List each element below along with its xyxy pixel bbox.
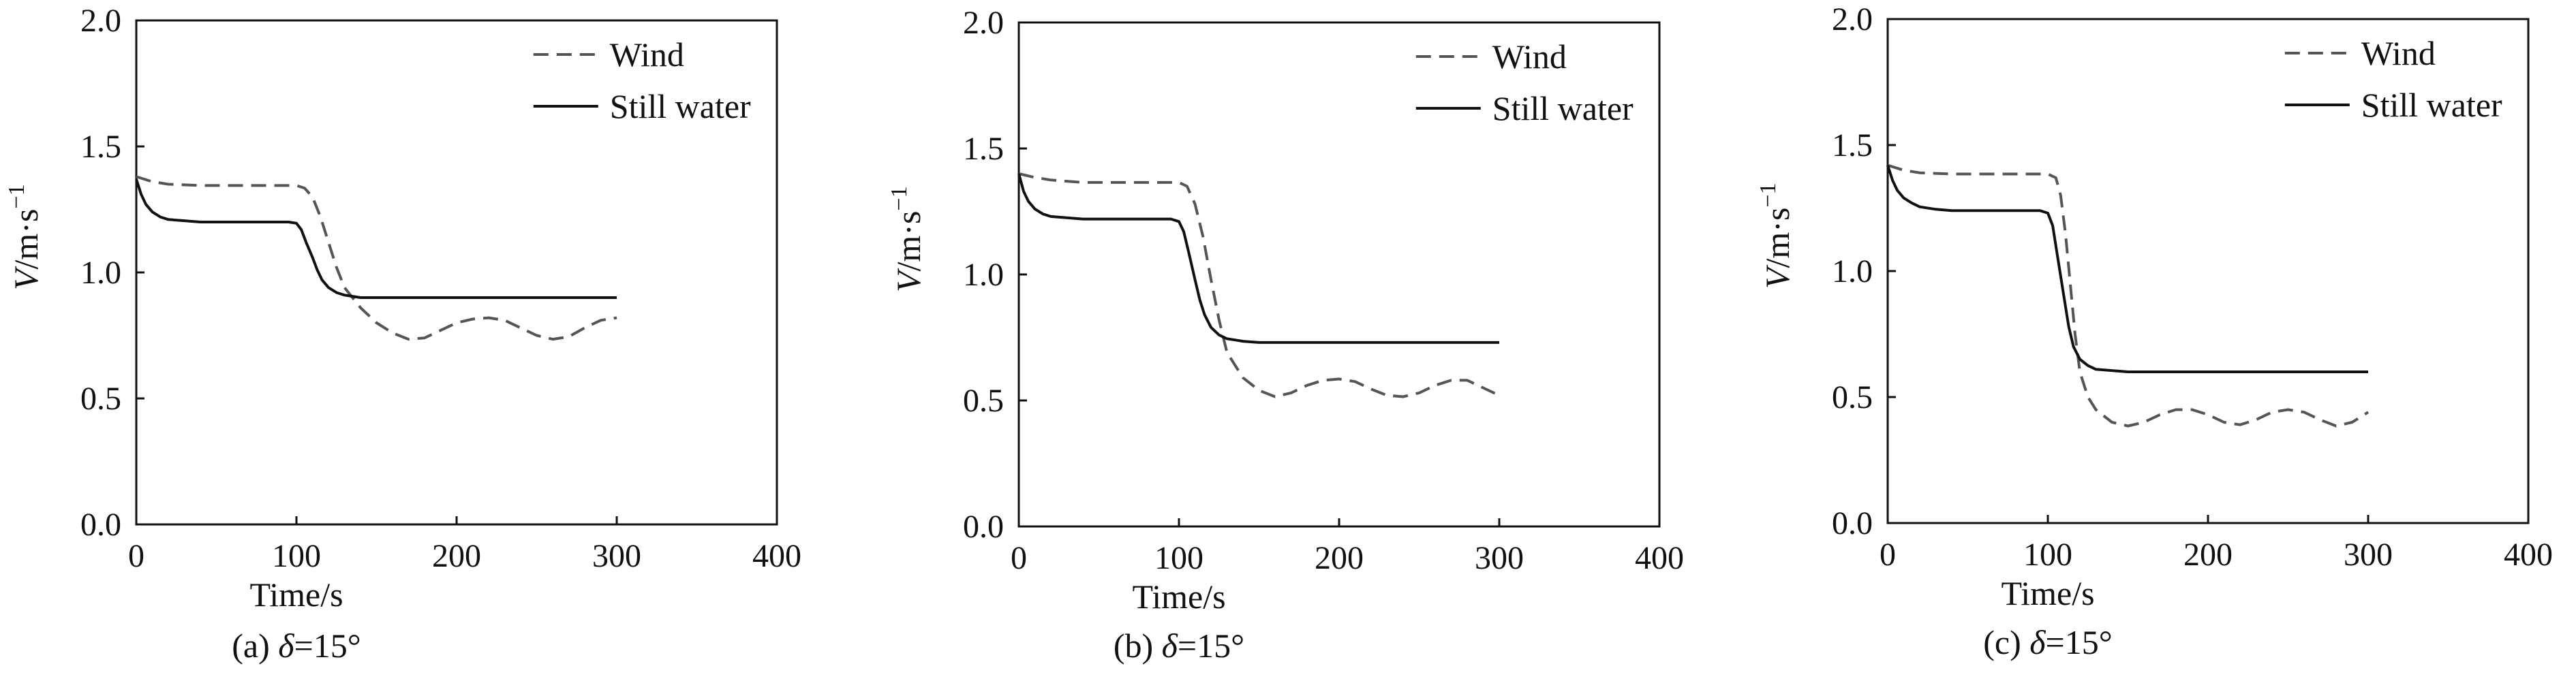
y-tick-label: 2.0 bbox=[1832, 1, 1873, 37]
x-tick-label: 300 bbox=[1475, 540, 1524, 576]
y-axis-label: V/m·s−1 bbox=[887, 186, 927, 292]
legend-label: Wind bbox=[2361, 34, 2436, 72]
legend-label: Still water bbox=[2361, 86, 2502, 124]
x-tick-label: 200 bbox=[2183, 537, 2233, 573]
x-tick-label: 300 bbox=[592, 538, 641, 574]
series-line-wind bbox=[1887, 163, 2370, 428]
chart-panel-b: 0 100 200 300 400 0.0 0.5 1.0 1.5 2.0 Time/s V/m·s−… bbox=[887, 5, 1684, 665]
panel-caption: (c) δ=15° bbox=[1983, 623, 2112, 661]
y-tick-label: 2.0 bbox=[80, 3, 121, 39]
y-axis-units: /m·s bbox=[889, 211, 927, 272]
y-tick-label: 2.0 bbox=[963, 5, 1004, 41]
x-axis-label: Time/s bbox=[2001, 574, 2094, 612]
x-tick-label: 100 bbox=[1154, 540, 1203, 576]
y-tick-label: 1.0 bbox=[80, 255, 121, 291]
legend-label: Still water bbox=[610, 87, 751, 125]
x-tick-label: 400 bbox=[752, 538, 801, 574]
caption-symbol: δ bbox=[2029, 623, 2046, 661]
y-tick-label: 1.5 bbox=[1832, 127, 1873, 163]
series-line-still-water bbox=[135, 178, 617, 299]
y-axis-symbol: V bbox=[7, 266, 45, 290]
x-tick-label: 100 bbox=[2023, 537, 2072, 573]
y-tick-label: 0.0 bbox=[80, 507, 121, 543]
caption-suffix: =15° bbox=[1178, 627, 1244, 665]
x-tick-label: 300 bbox=[2344, 537, 2393, 573]
y-axis-exponent: −1 bbox=[887, 186, 912, 210]
series-line-wind bbox=[136, 175, 617, 341]
x-tick-label: 400 bbox=[2504, 537, 2553, 573]
y-axis-label: V/m·s−1 bbox=[1755, 183, 1796, 289]
x-tick-label: 400 bbox=[1635, 540, 1684, 576]
legend-label: Wind bbox=[610, 35, 684, 74]
caption-symbol: δ bbox=[1162, 627, 1178, 665]
y-tick-label: 0.5 bbox=[1832, 379, 1873, 415]
series-line-still-water bbox=[1017, 173, 1499, 344]
caption-symbol: δ bbox=[278, 627, 294, 665]
y-tick-label: 0.5 bbox=[80, 381, 121, 417]
y-axis-symbol: V bbox=[1758, 264, 1796, 289]
y-axis-exponent: −1 bbox=[4, 184, 29, 208]
y-tick-label: 1.5 bbox=[963, 131, 1004, 167]
x-tick-label: 0 bbox=[128, 538, 144, 574]
caption-prefix: (c) bbox=[1983, 623, 2029, 661]
y-axis-units: /m·s bbox=[7, 209, 45, 270]
y-axis-label: V/m·s−1 bbox=[4, 184, 45, 290]
x-tick-label: 200 bbox=[432, 538, 481, 574]
legend-label: Still water bbox=[1492, 89, 1634, 127]
y-tick-label: 1.5 bbox=[80, 129, 121, 165]
caption-prefix: (b) bbox=[1114, 627, 1162, 665]
y-tick-label: 0.0 bbox=[963, 509, 1004, 545]
y-axis-exponent: −1 bbox=[1755, 183, 1781, 207]
x-axis-label: Time/s bbox=[249, 575, 343, 614]
y-tick-label: 0.5 bbox=[963, 383, 1004, 419]
x-tick-label: 100 bbox=[272, 538, 321, 574]
y-tick-label: 0.0 bbox=[1832, 505, 1873, 541]
y-axis-units: /m·s bbox=[1758, 208, 1796, 268]
x-tick-label: 0 bbox=[1011, 540, 1027, 576]
caption-prefix: (a) bbox=[232, 627, 278, 665]
panel-caption: (a) δ=15° bbox=[232, 627, 361, 665]
x-axis-label: Time/s bbox=[1132, 578, 1225, 616]
y-tick-label: 1.0 bbox=[963, 257, 1004, 293]
y-axis-symbol: V bbox=[889, 268, 927, 292]
x-tick-label: 0 bbox=[1880, 537, 1896, 573]
caption-suffix: =15° bbox=[294, 627, 361, 665]
y-tick-label: 1.0 bbox=[1832, 253, 1873, 289]
chart-panel-c: 0 100 200 300 400 0.0 0.5 1.0 1.5 2.0 Time/s V/m·s−… bbox=[1755, 1, 2553, 661]
x-tick-label: 200 bbox=[1315, 540, 1364, 576]
legend-label: Wind bbox=[1492, 37, 1567, 76]
series-line-wind bbox=[1018, 172, 1500, 398]
chart-panel-a: 0 100 200 300 400 0.0 0.5 1.0 1.5 2.0 Time/s V/m·s−… bbox=[4, 3, 801, 665]
caption-suffix: =15° bbox=[2046, 623, 2113, 661]
panel-caption: (b) δ=15° bbox=[1114, 627, 1244, 665]
series-line-still-water bbox=[1886, 164, 2368, 373]
